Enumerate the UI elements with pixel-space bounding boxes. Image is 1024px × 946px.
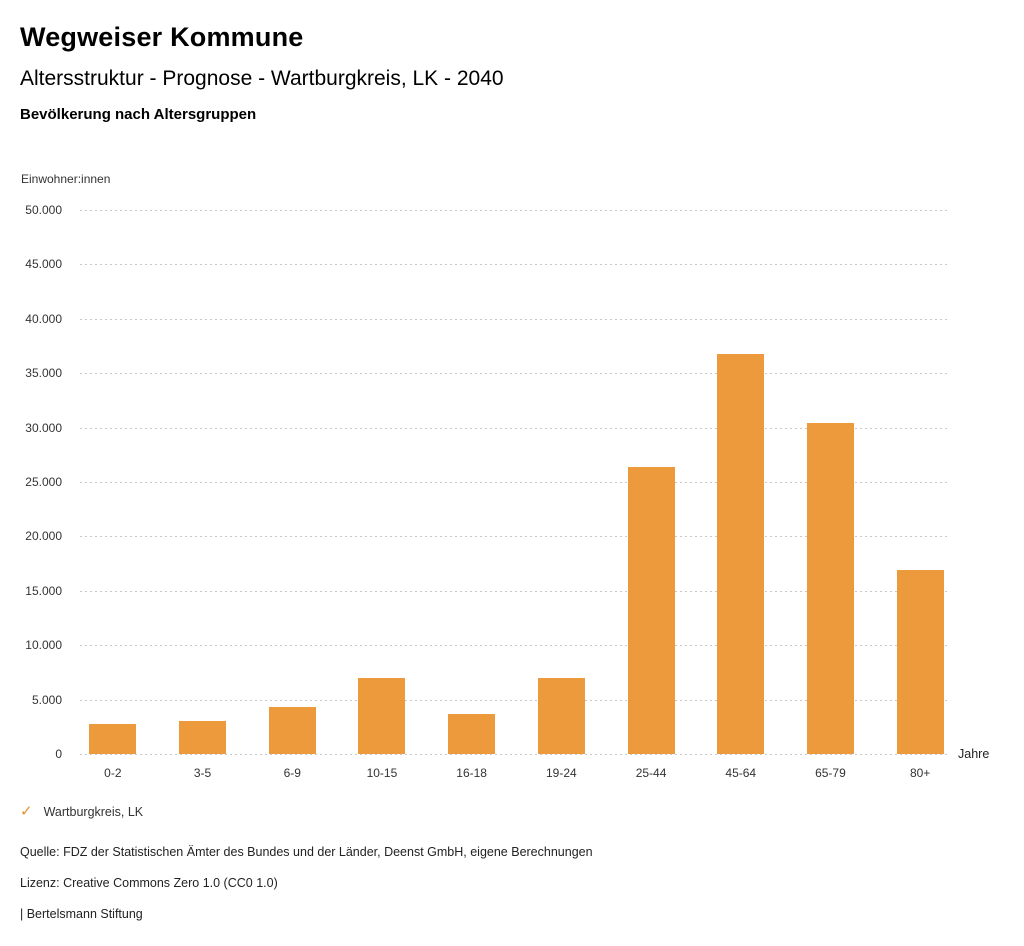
x-axis-title: Jahre <box>958 747 990 761</box>
y-tick-label: 25.000 <box>25 475 62 489</box>
y-tick-label: 50.000 <box>25 203 62 217</box>
y-tick-label: 40.000 <box>25 311 62 326</box>
y-tick-label: 30.000 <box>25 420 62 435</box>
bar-45-64[interactable] <box>717 353 765 754</box>
y-tick-label: 5.000 <box>31 692 62 707</box>
legend-item-wartburgkreis[interactable]: ✓ Wartburgkreis, LK <box>20 804 143 819</box>
page-title: Wegweiser Kommune <box>20 22 304 52</box>
attribution-text: | Bertelsmann Stiftung <box>20 907 143 921</box>
bar-25-44[interactable] <box>627 466 675 754</box>
y-tick-label: 35.000 <box>25 366 62 381</box>
x-tick-label: 65-79 <box>815 766 846 780</box>
check-icon: ✓ <box>20 803 33 820</box>
x-tick-label: 80+ <box>909 766 931 780</box>
gridline <box>80 318 950 320</box>
gridline <box>80 754 950 755</box>
x-tick-label: 25-44 <box>635 766 667 780</box>
license-text: Lizenz: Creative Commons Zero 1.0 (CC0 1… <box>20 876 278 890</box>
x-tick-label: 6-9 <box>283 766 301 780</box>
gridline <box>80 482 950 483</box>
bar-6-9[interactable] <box>268 707 316 754</box>
bar-65-79[interactable] <box>806 423 854 754</box>
gridline <box>80 590 950 592</box>
y-tick-label: 0 <box>55 747 62 761</box>
y-tick-label: 10.000 <box>25 638 62 653</box>
chart-title: Altersstruktur - Prognose - Wartburgkrei… <box>20 67 504 90</box>
x-tick-label: 3-5 <box>193 766 212 780</box>
gridline <box>80 373 950 375</box>
gridline <box>80 427 950 429</box>
y-axis-title: Einwohner:innen <box>21 172 111 186</box>
bar-16-18[interactable] <box>448 713 496 754</box>
bar-0-2[interactable] <box>89 723 137 754</box>
gridline <box>80 264 950 266</box>
y-tick-label: 45.000 <box>25 257 62 272</box>
bar-3-5[interactable] <box>179 721 227 754</box>
x-tick-label: 0-2 <box>104 766 122 780</box>
y-tick-label: 15.000 <box>25 583 62 598</box>
gridline <box>80 645 950 647</box>
bar-19-24[interactable] <box>537 677 585 754</box>
x-tick-label: 10-15 <box>366 766 398 780</box>
gridline <box>80 210 950 211</box>
chart-subtitle: Bevölkerung nach Altersgruppen <box>20 106 257 123</box>
legend-label: Wartburgkreis, LK <box>43 804 144 819</box>
y-tick-label: 20.000 <box>25 529 62 544</box>
bar-10-15[interactable] <box>358 677 406 754</box>
x-tick-label: 16-18 <box>456 766 487 780</box>
gridline <box>80 699 950 701</box>
x-tick-label: 45-64 <box>725 766 757 780</box>
x-tick-label: 19-24 <box>545 766 577 780</box>
gridline <box>80 536 950 538</box>
bar-80+[interactable] <box>896 570 944 754</box>
source-text: Quelle: FDZ der Statistischen Ämter des … <box>20 845 593 859</box>
bar-chart-plot-area: Jahre 0 5.000 10.000 15.000 20.000 25.000 30.0… <box>25 203 989 780</box>
